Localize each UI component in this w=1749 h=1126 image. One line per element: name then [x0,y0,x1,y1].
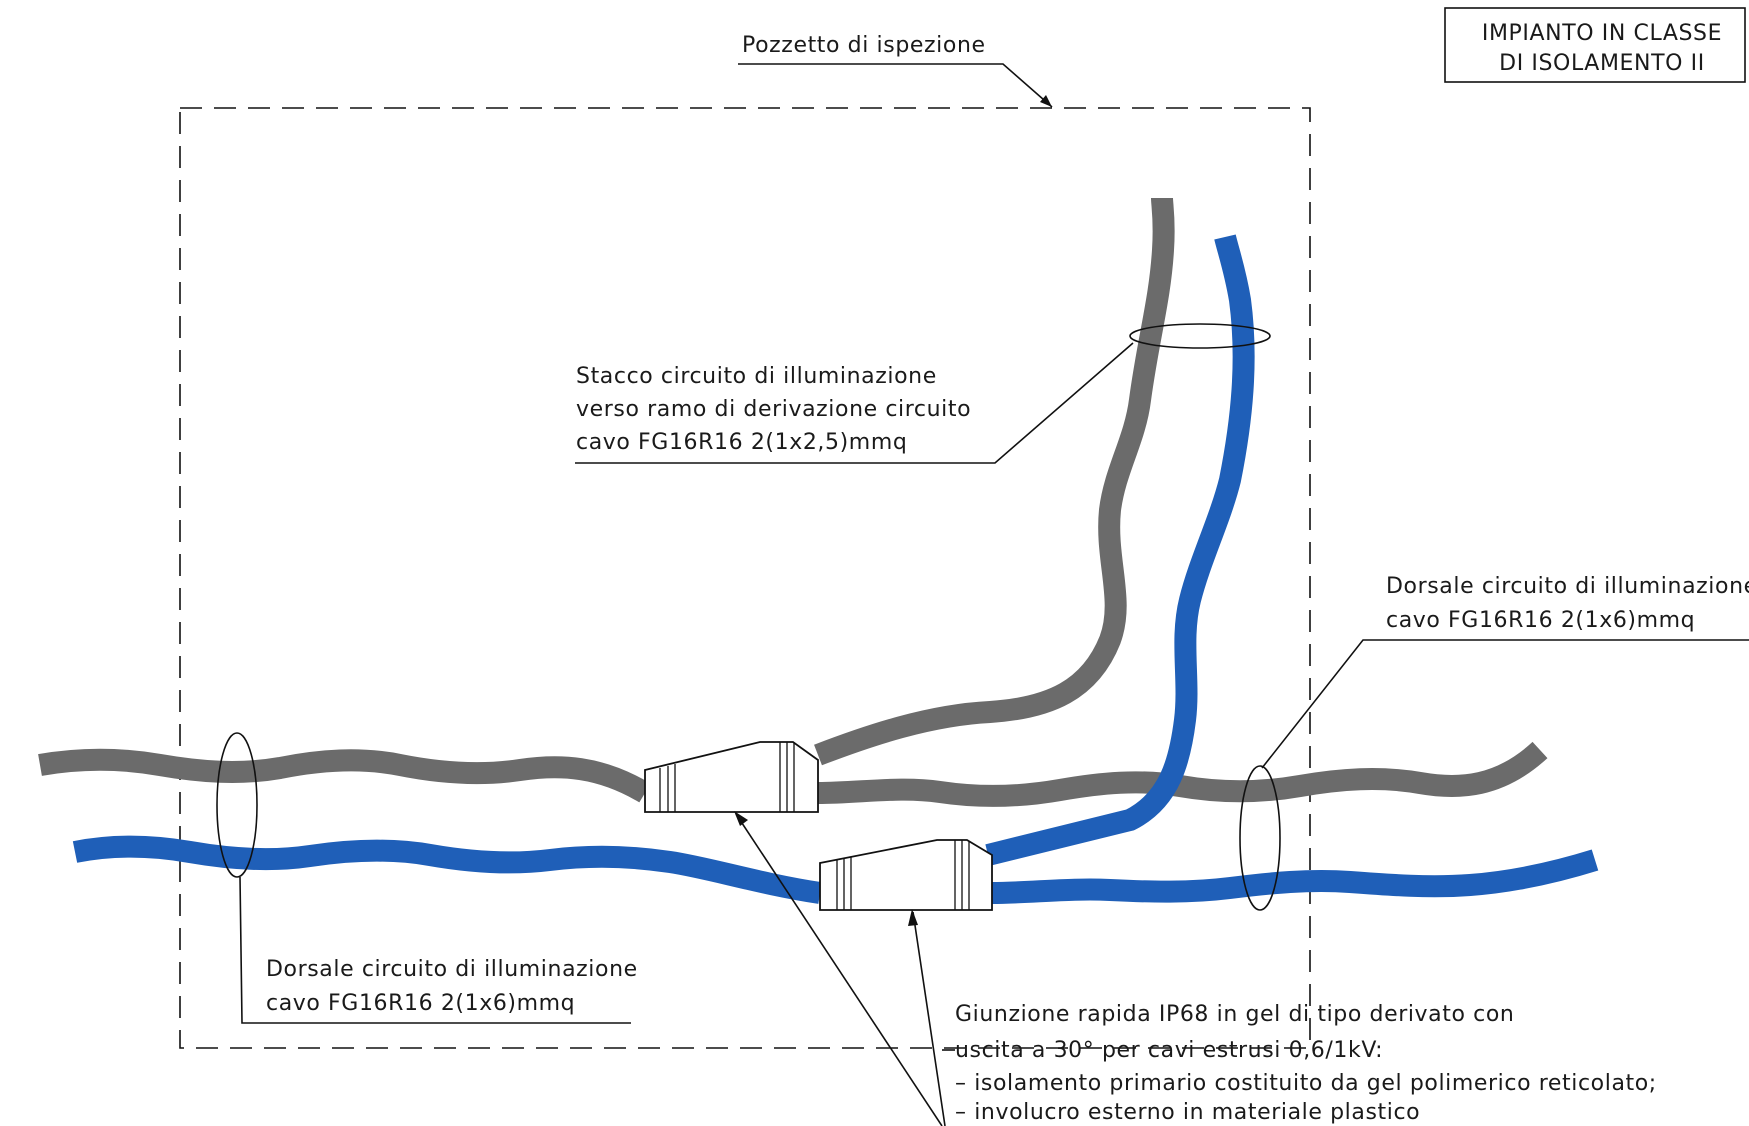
dorsale-left-label-1: Dorsale circuito di illuminazione [266,957,638,982]
dorsale-right-leader [1261,639,1749,769]
pozzetto-leader [738,63,1053,108]
grey-joint-connector [644,741,819,813]
pozzetto-label: Pozzetto di ispezione [742,33,986,58]
giunzione-leader-lower [912,911,946,1126]
right-dorsale-ellipse [1239,765,1281,911]
branch-ellipse [1129,323,1271,349]
title-line-2: DI ISOLAMENTO II [1499,51,1705,76]
stacco-label-3: cavo FG16R16 2(1x2,5)mmq [576,430,907,455]
grey-main-cable-left [38,748,651,803]
grey-branch-cable [814,197,1175,766]
stacco-leader [575,342,1134,464]
dorsale-right-label-2: cavo FG16R16 2(1x6)mmq [1386,608,1695,633]
pozzetto-arrow [1040,95,1052,107]
title-line-1: IMPIANTO IN CLASSE [1482,21,1722,46]
grey-main-cable-right [817,741,1548,807]
blue-joint-connector [819,839,993,911]
giunzione-label-2: uscita a 30° per cavi estrusi 0,6/1kV: [955,1038,1383,1063]
left-dorsale-ellipse [216,732,258,878]
dorsale-left-leader [239,876,631,1024]
blue-main-cable-left [72,835,822,904]
giunzione-label-4: – involucro esterno in materiale plastic… [955,1100,1420,1125]
giunzione-label-1: Giunzione rapida IP68 in gel di tipo der… [955,1002,1514,1027]
giunzione-arrow-lower [908,909,918,926]
dorsale-right-label-1: Dorsale circuito di illuminazione [1386,574,1749,599]
blue-main-cable-right [991,849,1599,904]
giunzione-leader-upper [735,813,943,1126]
stacco-label-2: verso ramo di derivazione circuito [576,397,971,422]
stacco-label-1: Stacco circuito di illuminazione [576,364,937,389]
title-block-frame [1444,7,1746,83]
giunzione-arrow-upper [734,811,748,826]
dorsale-left-label-2: cavo FG16R16 2(1x6)mmq [266,991,575,1016]
manhole-outline [179,107,1311,1049]
giunzione-label-3: – isolamento primario costituito da gel … [955,1071,1657,1096]
